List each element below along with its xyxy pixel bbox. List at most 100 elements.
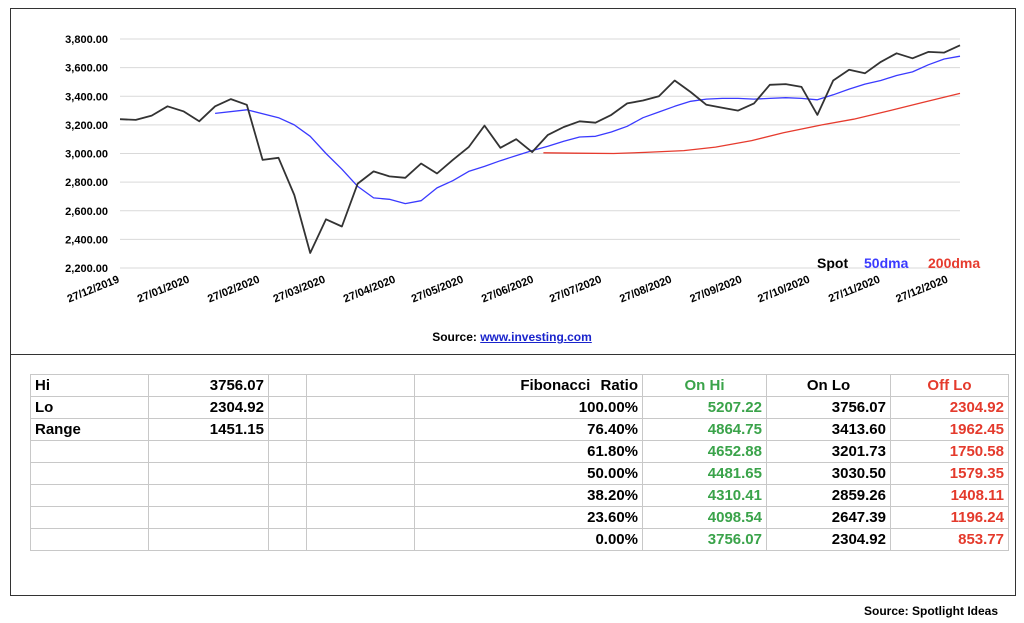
y-tick-label: 3,400.00 — [65, 91, 108, 103]
x-tick-label: 27/04/2020 — [342, 274, 398, 306]
legend-entry: 200dma — [928, 255, 980, 271]
x-tick-label: 27/12/2019 — [66, 274, 122, 306]
on-hi-value: 4652.88 — [642, 440, 767, 463]
on-lo-value: 3030.50 — [766, 462, 891, 485]
table-row: 50.00% 4481.65 3030.50 1579.35 — [30, 462, 1009, 485]
on-lo-value: 2304.92 — [766, 528, 891, 551]
x-tick-label: 27/09/2020 — [688, 274, 744, 306]
stat-value: 2304.92 — [148, 396, 269, 419]
on-hi-value: 4864.75 — [642, 418, 767, 441]
fib-ratio: 23.60% — [414, 506, 643, 529]
section-divider — [10, 354, 1016, 355]
on-lo-value: 3413.60 — [766, 418, 891, 441]
series-line-50dma — [215, 55, 961, 205]
empty-cell — [268, 462, 307, 485]
x-tick-label: 27/10/2020 — [756, 274, 812, 306]
x-tick-label: 27/05/2020 — [410, 274, 466, 306]
table-row: 0.00% 3756.07 2304.92 853.77 — [30, 528, 1009, 551]
table-row: 61.80% 4652.88 3201.73 1750.58 — [30, 440, 1009, 463]
legend-entry: Spot — [817, 255, 848, 271]
chart-source: Source: www.investing.com — [0, 330, 1024, 344]
x-tick-label: 27/02/2020 — [206, 274, 262, 306]
stat-value — [148, 528, 269, 551]
table-header-row: Hi 3756.07 Fibonacci Ratio On Hi On Lo Off Lo — [30, 374, 1009, 397]
off-lo-value: 1750.58 — [890, 440, 1009, 463]
table-row: 38.20% 4310.41 2859.26 1408.11 — [30, 484, 1009, 507]
empty-cell — [306, 396, 415, 419]
empty-cell — [306, 462, 415, 485]
fibonacci-table: Hi 3756.07 Fibonacci Ratio On Hi On Lo Off Lo… — [30, 374, 1009, 551]
on-hi-value: 3756.07 — [642, 528, 767, 551]
x-tick-label: 27/11/2020 — [827, 274, 882, 306]
fib-ratio: 0.00% — [414, 528, 643, 551]
stat-label — [30, 462, 149, 485]
source-link[interactable]: www.investing.com — [480, 330, 592, 344]
y-tick-label: 2,400.00 — [65, 234, 108, 246]
empty-cell — [306, 418, 415, 441]
empty-cell — [306, 484, 415, 507]
x-tick-label: 27/12/2020 — [894, 274, 950, 306]
x-tick-label: 27/06/2020 — [480, 274, 536, 306]
stat-value — [148, 440, 269, 463]
stat-label — [30, 484, 149, 507]
stat-value — [148, 462, 269, 485]
stat-value — [148, 484, 269, 507]
table-row: Lo 2304.92 100.00% 5207.22 3756.07 2304.92 — [30, 396, 1009, 419]
off-lo-value: 1408.11 — [890, 484, 1009, 507]
price-chart: 3,800.00 3,600.00 3,400.00 3,200.00 3,000.00… — [65, 34, 980, 306]
x-tick-label: 27/01/2020 — [136, 274, 192, 306]
series-line-200dma — [543, 92, 961, 155]
on-lo-value: 3756.07 — [766, 396, 891, 419]
empty-cell — [268, 374, 307, 397]
stat-label — [30, 506, 149, 529]
empty-cell — [268, 418, 307, 441]
on-hi-value: 5207.22 — [642, 396, 767, 419]
stat-value: 1451.15 — [148, 418, 269, 441]
fib-ratio: 50.00% — [414, 462, 643, 485]
off-lo-value: 2304.92 — [890, 396, 1009, 419]
chart-source-label: Source: — [432, 330, 477, 344]
header-off-lo: Off Lo — [890, 374, 1009, 397]
stat-value — [148, 506, 269, 529]
stat-label — [30, 440, 149, 463]
report-frame — [10, 8, 1016, 596]
x-tick-label: 27/08/2020 — [618, 274, 674, 306]
on-lo-value: 3201.73 — [766, 440, 891, 463]
empty-cell — [306, 506, 415, 529]
x-tick-label: 27/07/2020 — [548, 274, 604, 306]
y-tick-label: 3,800.00 — [65, 34, 108, 46]
stat-label: Lo — [30, 396, 149, 419]
stat-label — [30, 528, 149, 551]
empty-cell — [306, 374, 415, 397]
off-lo-value: 853.77 — [890, 528, 1009, 551]
empty-cell — [268, 396, 307, 419]
table-row: 23.60% 4098.54 2647.39 1196.24 — [30, 506, 1009, 529]
y-tick-label: 2,800.00 — [65, 177, 108, 189]
fib-ratio: 100.00% — [414, 396, 643, 419]
fib-ratio: 38.20% — [414, 484, 643, 507]
off-lo-value: 1196.24 — [890, 506, 1009, 529]
footer-source: Source: Spotlight Ideas — [863, 604, 998, 618]
empty-cell — [306, 528, 415, 551]
header-on-lo: On Lo — [766, 374, 891, 397]
on-hi-value: 4098.54 — [642, 506, 767, 529]
on-hi-value: 4481.65 — [642, 462, 767, 485]
fib-ratio: 61.80% — [414, 440, 643, 463]
y-tick-label: 3,000.00 — [65, 149, 108, 161]
empty-cell — [268, 484, 307, 507]
stat-label: Hi — [30, 374, 149, 397]
y-tick-label: 2,200.00 — [65, 263, 108, 275]
y-tick-label: 2,600.00 — [65, 206, 108, 218]
on-hi-value: 4310.41 — [642, 484, 767, 507]
legend-entry: 50dma — [864, 255, 909, 271]
x-tick-label: 27/03/2020 — [272, 274, 328, 306]
off-lo-value: 1962.45 — [890, 418, 1009, 441]
header-on-hi: On Hi — [642, 374, 767, 397]
stat-value: 3756.07 — [148, 374, 269, 397]
table-row: Range 1451.15 76.40% 4864.75 3413.60 1962.45 — [30, 418, 1009, 441]
stat-label: Range — [30, 418, 149, 441]
empty-cell — [306, 440, 415, 463]
header-fibonacci-ratio: Fibonacci Ratio — [414, 374, 643, 397]
empty-cell — [268, 506, 307, 529]
y-tick-label: 3,200.00 — [65, 120, 108, 132]
